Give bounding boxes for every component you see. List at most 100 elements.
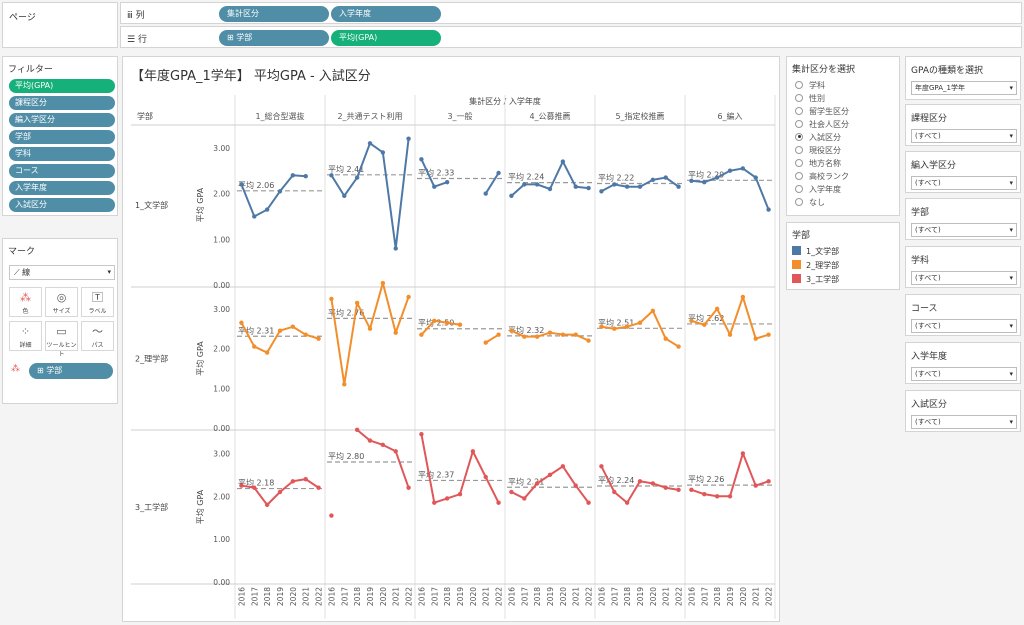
parameter-option[interactable]: なし [795, 197, 825, 209]
parameter-option[interactable]: 学科 [795, 80, 825, 92]
data-point [727, 168, 733, 173]
data-point [522, 496, 527, 501]
y-tick-label: 1.00 [213, 535, 230, 544]
radio-icon[interactable] [795, 184, 803, 193]
parameter-option[interactable]: 性別 [795, 93, 825, 105]
radio-icon[interactable] [795, 158, 803, 167]
label-button-label: ラベル [88, 308, 107, 315]
path-button[interactable]: 〜パス [81, 321, 114, 351]
parameter-option[interactable]: 入試区分 [795, 132, 841, 144]
radio-icon[interactable] [795, 119, 803, 128]
radio-icon[interactable] [795, 145, 803, 154]
data-point [432, 184, 437, 189]
marks-color-pill[interactable]: ⊞ 学部 [29, 363, 113, 379]
columns-shelf[interactable]: ⅲ 列 集計区分 入学年度 [120, 2, 1022, 24]
color-button[interactable]: ⁂ 色 [9, 287, 42, 317]
x-tick-label: 2017 [340, 587, 349, 606]
gakubu-select[interactable]: (すべて) ▾ [911, 223, 1017, 237]
filter-pill-gakubu[interactable]: 学部 [9, 130, 115, 144]
average-label: 平均 2.24 [508, 172, 544, 182]
katei-select[interactable]: (すべて) ▾ [911, 129, 1017, 143]
x-tick-label: 2016 [687, 587, 696, 606]
rows-shelf[interactable]: ☰ 行 ⊞ 学部 平均(GPA) [120, 26, 1022, 48]
data-point [342, 382, 347, 387]
chevron-down-icon: ▾ [1009, 179, 1013, 187]
y-tick-label: 2.00 [213, 492, 230, 501]
row-label: 3_工学部 [135, 502, 168, 512]
radio-icon[interactable] [795, 132, 803, 141]
radio-icon[interactable] [795, 93, 803, 102]
filter-pill-gakka[interactable]: 学科 [9, 147, 115, 161]
tooltip-button[interactable]: ▭ ツールヒント [45, 321, 78, 358]
size-button[interactable]: ◎ サイズ [45, 287, 78, 317]
data-point [560, 159, 566, 164]
data-point [264, 502, 270, 508]
data-point [264, 207, 270, 212]
average-label: 平均 2.06 [238, 180, 274, 190]
legend-item-label: 2_理学部 [806, 261, 840, 270]
parameter-option[interactable]: 留学生区分 [795, 106, 849, 118]
legend-item-rigakubu[interactable]: 2_理学部 [792, 260, 839, 272]
radio-icon[interactable] [795, 80, 803, 89]
data-point [367, 438, 373, 443]
course-title: コース [911, 304, 938, 314]
hennyu-value: (すべて) [915, 179, 941, 187]
radio-icon[interactable] [795, 106, 803, 115]
data-point [612, 489, 617, 495]
data-point [354, 175, 360, 180]
average-label: 平均 2.76 [328, 307, 364, 317]
filter-pill-nyushi[interactable]: 入試区分 [9, 198, 115, 212]
x-tick-label: 2020 [739, 587, 748, 606]
parameter-option[interactable]: 社会人区分 [795, 119, 849, 131]
filter-pill-hennyu[interactable]: 編入学区分 [9, 113, 115, 127]
columns-pill-year[interactable]: 入学年度 [331, 6, 441, 22]
parameter-option[interactable]: 現役区分 [795, 145, 841, 157]
rows-pill-gakubu[interactable]: ⊞ 学部 [219, 30, 329, 46]
parameter-option[interactable]: 入学年度 [795, 184, 841, 196]
columns-pill-shukei[interactable]: 集計区分 [219, 6, 329, 22]
gakka-select[interactable]: (すべて) ▾ [911, 271, 1017, 285]
data-point [509, 489, 514, 495]
radio-icon[interactable] [795, 197, 803, 206]
data-point [702, 322, 707, 327]
nyushi-select[interactable]: (すべて) ▾ [911, 415, 1017, 429]
x-tick-label: 2016 [327, 587, 336, 606]
filter-pill-year[interactable]: 入学年度 [9, 181, 115, 195]
average-label: 平均 2.24 [598, 475, 634, 485]
parameter-option[interactable]: 地方名称 [795, 158, 841, 170]
detail-button[interactable]: ⁘ 詳細 [9, 321, 42, 351]
data-point [264, 350, 270, 355]
chevron-down-icon: ▾ [1009, 322, 1013, 330]
row-label: 1_文学部 [135, 200, 168, 210]
label-button[interactable]: 🅃 ラベル [81, 287, 114, 317]
x-tick-label: 2018 [263, 587, 272, 606]
parameter-option[interactable]: 高校ランク [795, 171, 849, 183]
data-point [727, 332, 733, 337]
filter-pill-gpa[interactable]: 平均(GPA) [9, 79, 115, 93]
x-tick-label: 2022 [405, 587, 414, 606]
filter-pill-course[interactable]: コース [9, 164, 115, 178]
data-point [650, 308, 656, 314]
gpa-type-select[interactable]: 年度GPA_1学年 ▾ [911, 81, 1017, 95]
data-point [252, 214, 257, 219]
row-label: 2_理学部 [135, 354, 168, 364]
gpa-type-value: 年度GPA_1学年 [915, 84, 965, 92]
data-point [406, 136, 411, 141]
data-point [560, 464, 566, 469]
legend-item-kogakubu[interactable]: 3_工学部 [792, 274, 839, 286]
x-tick-label: 2019 [726, 587, 735, 606]
x-tick-label: 2022 [495, 587, 504, 606]
pages-shelf[interactable]: ページ [2, 2, 118, 48]
hennyu-select[interactable]: (すべて) ▾ [911, 176, 1017, 190]
legend-item-bungakubu[interactable]: 1_文学部 [792, 246, 839, 258]
radio-icon[interactable] [795, 171, 803, 180]
year-select[interactable]: (すべて) ▾ [911, 367, 1017, 381]
mark-type-dropdown[interactable]: ⟋ 線 ▾ [9, 265, 115, 280]
course-select[interactable]: (すべて) ▾ [911, 319, 1017, 333]
rows-pill-gpa[interactable]: 平均(GPA) [331, 30, 441, 46]
pages-label: ページ [9, 13, 36, 23]
data-point [496, 170, 501, 176]
filter-pill-katei[interactable]: 課程区分 [9, 96, 115, 110]
data-point [393, 330, 398, 335]
